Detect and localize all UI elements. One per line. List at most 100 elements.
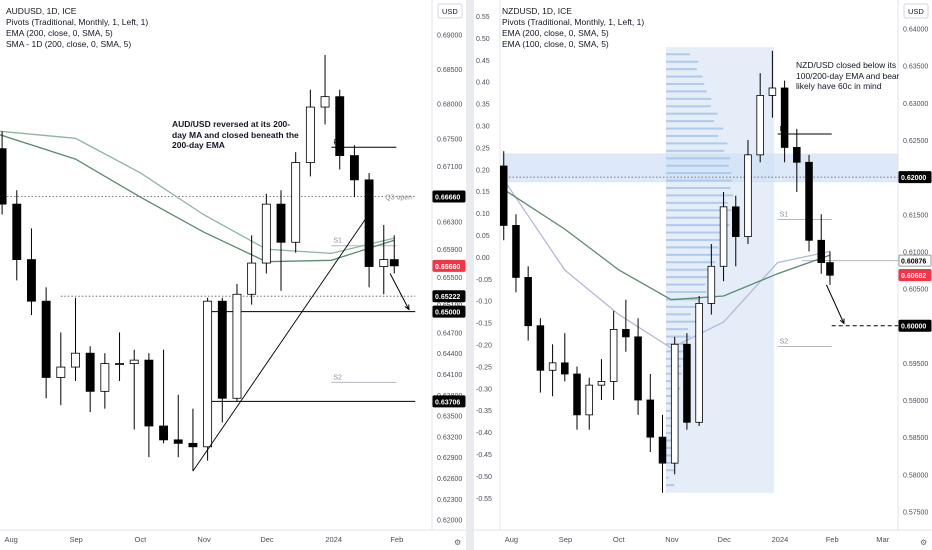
- x-tick-label: 2024: [772, 535, 789, 544]
- y-tick-label: 0.62600: [437, 476, 462, 483]
- legend-pivots[interactable]: Pivots (Traditional, Monthly, 1, Left, 1…: [6, 17, 149, 27]
- candle-body: [291, 162, 301, 243]
- candle-body: [622, 329, 630, 338]
- y-tick-label: 0.57500: [903, 509, 928, 516]
- x-tick-label: Aug: [4, 535, 17, 544]
- nzdusd-chart-panel[interactable]: NZDUSD, 1D, ICE Pivots (Traditional, Mon…: [474, 0, 932, 550]
- y-tick-label: 0.63500: [437, 414, 462, 421]
- level-label: S1: [333, 238, 342, 245]
- left-axis-tick: -0.55: [476, 496, 492, 503]
- y-tick-label: 0.58000: [903, 472, 928, 479]
- candle-body: [41, 300, 51, 378]
- panel-divider[interactable]: [466, 0, 474, 550]
- left-axis-tick: 0.35: [476, 102, 490, 109]
- y-tick-label: 0.59500: [903, 361, 928, 368]
- candle-body: [335, 96, 345, 156]
- legend-symbol[interactable]: NZDUSD, 1D, ICE: [502, 6, 572, 16]
- left-axis-tick: -0.15: [476, 321, 492, 328]
- annotation-line: AUD/USD reversed at its 200-: [172, 119, 291, 129]
- legend-ema[interactable]: EMA (200, close, 0, SMA, 5): [6, 28, 113, 38]
- audusd-candles-svg[interactable]: USD 0.69000 0.68500 0.68000 0.67500 0.67100 0.…: [0, 0, 466, 550]
- candle-body: [261, 203, 271, 264]
- legend-ema200[interactable]: EMA (200, close, 0, SMA, 5): [502, 28, 609, 38]
- candle-body: [548, 362, 557, 371]
- volume-profile-bar: [665, 120, 715, 123]
- volume-profile-bar: [665, 194, 733, 197]
- volume-profile-bar: [665, 149, 725, 152]
- y-tick-label: 0.67100: [437, 164, 462, 171]
- left-axis-tick: 0.45: [476, 58, 490, 65]
- volume-profile-bar: [665, 97, 712, 100]
- projection-arrow: [389, 273, 410, 310]
- projection-arrow: [826, 284, 845, 324]
- legend-sma[interactable]: SMA - 1D (200, close, 0, SMA, 5): [6, 39, 132, 49]
- candle-body: [634, 336, 642, 401]
- settings-icon: ⚙: [454, 538, 461, 547]
- x-tick-label: Feb: [390, 535, 403, 544]
- candle-body: [276, 203, 286, 243]
- legend-symbol[interactable]: AUDUSD, 1D, ICE: [6, 6, 77, 16]
- left-axis-tick: -0.25: [476, 364, 492, 371]
- y-tick-label: 0.69000: [437, 32, 462, 39]
- candle-body: [100, 363, 110, 392]
- candle-body: [129, 359, 139, 364]
- price-badge-label: 0.60876: [901, 259, 926, 266]
- candle-body: [173, 439, 183, 444]
- x-tick-label: Sep: [69, 535, 82, 544]
- price-badge: [432, 259, 466, 272]
- price-badge: [432, 395, 466, 408]
- legend-ema100[interactable]: EMA (100, close, 0, SMA, 5): [502, 39, 609, 49]
- y-tick-label: 0.61500: [903, 212, 928, 219]
- level-label: Q3 open: [385, 195, 412, 202]
- annotation-line: day MA and closed beneath the: [172, 129, 299, 140]
- y-tick-label: 0.64000: [903, 27, 928, 34]
- y-tick-label: 0.59000: [903, 398, 928, 405]
- y-tick-label: 0.62000: [437, 518, 462, 525]
- currency-button[interactable]: [903, 3, 929, 19]
- price-badge-label: 0.60000: [901, 324, 926, 331]
- candle-body: [320, 96, 330, 108]
- volume-profile-bar: [665, 201, 728, 204]
- candle-body: [780, 87, 789, 148]
- annotation-line: NZD/USD closed below its: [796, 60, 897, 70]
- volume-profile-bar: [665, 164, 729, 167]
- x-tick-label: Nov: [197, 535, 211, 544]
- audusd-legend: AUDUSD, 1D, ICE Pivots (Traditional, Mon…: [6, 6, 148, 50]
- volume-profile-bar: [665, 268, 713, 271]
- candle-body: [0, 148, 7, 205]
- volume-profile-bar: [665, 424, 672, 427]
- volume-profile-bar: [665, 186, 731, 189]
- y-tick-label: 0.60500: [903, 287, 928, 294]
- candle-body: [695, 303, 703, 423]
- x-tick-label: Feb: [826, 535, 839, 544]
- audusd-chart-panel[interactable]: AUDUSD, 1D, ICE Pivots (Traditional, Mon…: [0, 0, 466, 550]
- volume-profile-bar: [665, 105, 711, 108]
- y-tick-label: 0.65500: [437, 275, 462, 282]
- volume-profile-bar: [665, 335, 691, 338]
- currency-button-label: USD: [442, 7, 458, 16]
- candle-body: [658, 436, 667, 464]
- volume-profile-bar: [665, 134, 719, 137]
- currency-button[interactable]: [437, 3, 463, 19]
- y-tick-label: 0.64400: [437, 351, 462, 358]
- volume-profile-bar: [665, 60, 699, 63]
- candle-body: [364, 179, 374, 267]
- price-badge: [898, 171, 932, 184]
- volume-profile-bar: [665, 409, 671, 412]
- y-tick-label: 0.63200: [437, 434, 462, 441]
- volume-profile-bar: [665, 75, 703, 78]
- candle-body: [217, 300, 227, 399]
- x-tick-label: Sep: [559, 535, 572, 544]
- y-tick-label: 0.63000: [903, 101, 928, 108]
- candle-body: [573, 373, 581, 416]
- level-label: S2: [333, 374, 342, 381]
- y-tick-label: 0.62900: [437, 455, 462, 462]
- volume-profile-bar: [665, 238, 726, 241]
- volume-profile-bar: [665, 112, 718, 115]
- x-tick-label: Oct: [135, 535, 148, 544]
- nzdusd-candles-svg[interactable]: USD 0.64000 0.63500 0.63000 0.62500 0.62000 0.…: [474, 0, 932, 550]
- volume-profile-bar: [665, 179, 732, 182]
- y-tick-label: 0.68500: [437, 67, 462, 74]
- legend-pivots[interactable]: Pivots (Traditional, Monthly, 1, Left, 1…: [502, 17, 645, 27]
- left-axis-tick: 0.40: [476, 80, 490, 87]
